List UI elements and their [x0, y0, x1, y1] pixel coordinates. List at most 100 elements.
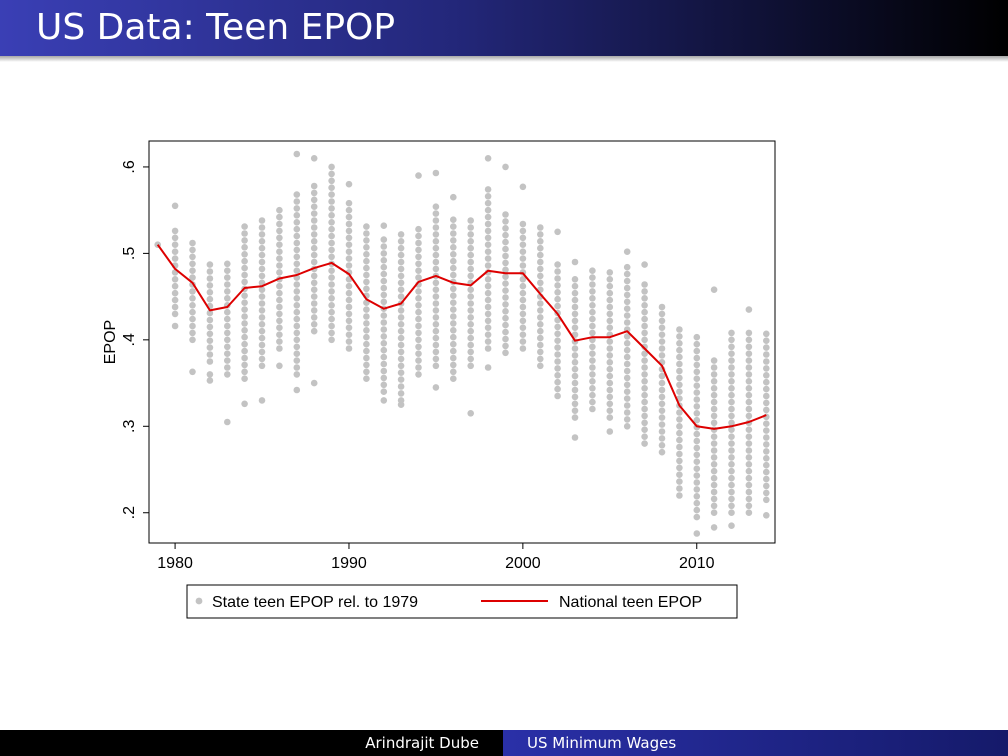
scatter-point	[310, 210, 318, 217]
scatter-point	[693, 340, 701, 348]
scatter-point	[450, 320, 457, 327]
scatter-point	[467, 244, 475, 252]
scatter-point	[658, 317, 666, 325]
scatter-point	[450, 375, 457, 383]
scatter-point	[606, 400, 614, 408]
scatter-point	[241, 257, 248, 265]
scatter-point	[537, 258, 544, 266]
scatter-point	[676, 353, 683, 361]
scatter-point	[241, 333, 248, 341]
scatter-point	[432, 348, 440, 356]
scatter-point	[693, 493, 701, 500]
scatter-point	[432, 210, 440, 217]
scatter-point	[189, 260, 196, 268]
scatter-point	[171, 227, 179, 235]
scatter-point	[432, 362, 440, 370]
scatter-point	[502, 245, 509, 253]
scatter-point	[276, 213, 283, 221]
scatter-point	[745, 461, 753, 468]
scatter-point	[276, 282, 283, 290]
scatter-point	[589, 391, 596, 399]
scatter-point	[258, 348, 266, 356]
scatter-point	[432, 279, 440, 287]
scatter-point	[328, 239, 335, 247]
scatter-point	[710, 461, 718, 468]
scatter-point	[276, 296, 283, 304]
scatter-point	[745, 447, 753, 454]
scatter-point	[380, 257, 388, 264]
scatter-point	[676, 492, 683, 499]
scatter-point	[258, 258, 266, 266]
scatter-point	[728, 343, 735, 351]
scatter-point	[693, 472, 701, 479]
scatter-point	[467, 327, 475, 335]
scatter-point	[241, 264, 248, 272]
scatter-point	[432, 300, 440, 307]
scatter-point	[380, 298, 388, 306]
scatter-point	[171, 248, 179, 255]
scatter-point	[328, 232, 335, 240]
scatter-point	[467, 362, 475, 370]
epop-chart: 1980 1990 2000 2010 .2 .3 .4 .5 .6 EPOP State te…	[102, 140, 776, 619]
scatter-point	[606, 386, 614, 394]
scatter-point	[328, 170, 335, 178]
scatter-point	[224, 322, 231, 330]
scatter-point	[415, 225, 422, 233]
scatter-point	[450, 193, 457, 201]
scatter-point	[623, 263, 631, 271]
scatter-point	[241, 278, 248, 286]
scatter-point	[189, 302, 196, 309]
scatter-point	[363, 278, 370, 286]
scatter-point	[537, 348, 544, 356]
scatter-point	[693, 368, 701, 376]
scatter-point	[519, 282, 527, 290]
scatter-point	[537, 238, 544, 245]
scatter-point	[415, 267, 422, 275]
scatter-point	[415, 172, 422, 179]
scatter-point	[328, 212, 335, 219]
scatter-point	[241, 320, 248, 327]
scatter-point	[745, 306, 753, 313]
scatter-point	[328, 322, 335, 330]
scatter-point	[693, 458, 701, 466]
scatter-point	[189, 246, 196, 254]
scatter-point	[171, 241, 179, 248]
scatter-point	[484, 206, 492, 214]
scatter-point	[328, 205, 335, 212]
scatter-point	[345, 331, 353, 339]
scatter-point	[693, 382, 701, 390]
scatter-point	[710, 364, 718, 371]
scatter-point	[432, 217, 440, 224]
scatter-point	[397, 321, 405, 328]
scatter-point	[484, 324, 492, 332]
scatter-point	[206, 261, 214, 268]
scatter-point	[676, 360, 683, 368]
scatter-point	[623, 340, 631, 347]
scatter-point	[571, 303, 579, 311]
scatter-point	[710, 447, 718, 454]
scatter-point	[763, 489, 770, 497]
scatter-point	[484, 155, 492, 162]
scatter-point	[258, 341, 266, 349]
scatter-point	[258, 238, 266, 245]
scatter-point	[363, 237, 370, 244]
scatter-point	[328, 225, 335, 233]
scatter-point	[258, 397, 266, 404]
scatter-point	[641, 302, 648, 309]
scatter-point	[258, 327, 266, 335]
scatter-point	[502, 238, 509, 246]
scatter-point	[241, 223, 248, 230]
x-tick-label: 1990	[331, 555, 367, 572]
scatter-point	[676, 381, 683, 389]
scatter-point	[728, 502, 735, 510]
scatter-point	[310, 379, 318, 387]
scatter-point	[710, 385, 718, 392]
scatter-point	[623, 346, 631, 354]
scatter-point	[641, 288, 648, 295]
scatter-point	[380, 360, 388, 368]
scatter-point	[189, 267, 196, 275]
scatter-point	[380, 222, 388, 229]
scatter-point	[571, 393, 579, 401]
scatter-point	[432, 169, 440, 177]
scatter-point	[641, 364, 648, 371]
